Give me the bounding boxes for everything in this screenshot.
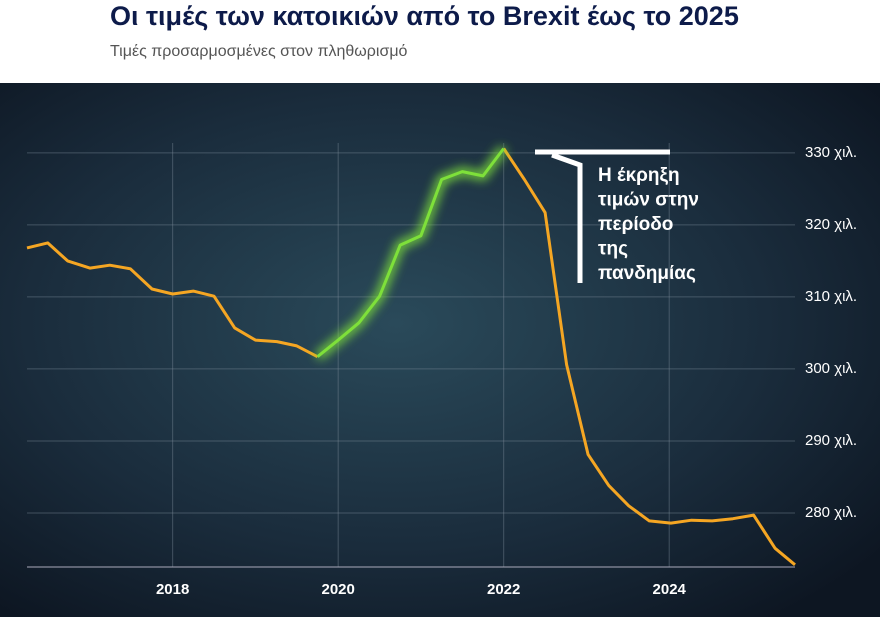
annotation: της — [598, 239, 628, 260]
annotation: πανδημίας — [598, 263, 696, 284]
y-tick-label: 300 χιλ. — [805, 360, 857, 377]
y-tick-label: 320 χιλ. — [805, 216, 857, 233]
x-tick-label: 2024 — [653, 581, 687, 598]
y-tick-label: 310 χιλ. — [805, 288, 857, 305]
chart-subtitle: Τιμές προσαρμοσμένες στον πληθωρισμό — [110, 43, 408, 60]
chart-title: Οι τιμές των κατοικιών από το Brexit έως… — [110, 1, 739, 31]
y-tick-label: 280 χιλ. — [805, 504, 857, 521]
annotation-bracket — [535, 149, 670, 283]
line — [316, 147, 505, 358]
x-tick-label: 2020 — [321, 581, 354, 598]
annotation: Η έκρηξη — [598, 165, 680, 186]
y-tick-label: 290 χιλ. — [805, 432, 857, 449]
line — [26, 147, 796, 566]
x-tick-label: 2022 — [487, 581, 520, 598]
annotation: τιμών στην — [598, 190, 699, 211]
y-tick-label: 330 χιλ. — [805, 144, 857, 161]
plot-background — [0, 83, 880, 617]
annotation: περίοδο — [598, 214, 673, 235]
x-tick-label: 2018 — [156, 581, 189, 598]
